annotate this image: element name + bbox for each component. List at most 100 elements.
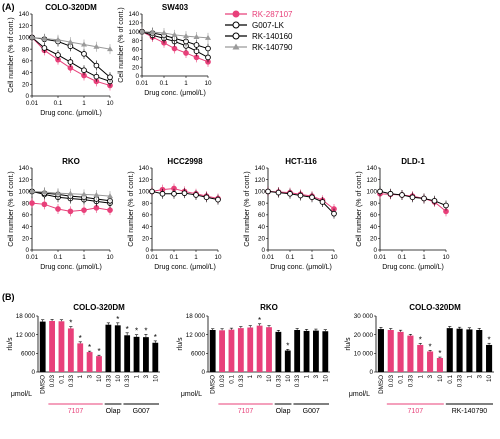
group-label: RK-140790 <box>452 408 488 415</box>
y-tick-label: 20 000 <box>354 332 374 339</box>
line-chart-rko: RKO 0 20 40 60 80 100 120 140 0.01 0.1 1 10 Drug conc… <box>8 157 114 271</box>
y-tick-label: 120 <box>18 23 29 30</box>
bar <box>86 352 93 372</box>
bar <box>417 344 424 372</box>
y-tick-label: 140 <box>18 165 29 172</box>
y-tick-label: 0 <box>145 247 149 254</box>
significance-star: * <box>429 342 432 351</box>
x-tick-label: 1 <box>310 254 314 261</box>
series-rk-140790 <box>29 32 113 55</box>
y-tick-label: 60 <box>142 212 150 219</box>
y-tick-label: 40 <box>22 224 30 231</box>
legend-label: RK-140790 <box>252 43 293 52</box>
y-tick-label: 20 <box>142 235 150 242</box>
data-point <box>183 50 189 56</box>
y-tick-label: 10 000 <box>354 351 374 358</box>
data-point <box>41 45 48 51</box>
bar <box>133 336 140 372</box>
category-label: 10 <box>486 375 493 383</box>
category-label: 0.1 <box>447 375 454 384</box>
data-point <box>93 73 100 80</box>
data-point <box>29 200 35 206</box>
bar <box>486 344 493 372</box>
y-tick-label: 30 000 <box>354 313 374 320</box>
data-point <box>205 54 211 61</box>
x-tick-label: 0.1 <box>170 254 179 261</box>
bar <box>49 320 55 372</box>
data-point <box>81 50 87 57</box>
x-tick-label: 0.1 <box>54 100 63 107</box>
data-point <box>67 208 74 215</box>
data-point <box>149 29 156 35</box>
legend-marker <box>232 32 240 40</box>
panel-label-b: (B) <box>2 292 15 302</box>
category-label: 3 <box>427 375 434 379</box>
y-tick-label: 0 <box>369 369 373 376</box>
series-rk-287107 <box>265 186 337 214</box>
category-label: DMSO <box>40 375 47 394</box>
legend-marker <box>232 21 240 29</box>
category-label: 0.03 <box>388 375 395 388</box>
y-tick-label: 80 <box>132 38 140 45</box>
x-tick-label: 10 <box>442 254 450 261</box>
bar <box>266 327 272 372</box>
bar <box>209 330 216 372</box>
category-label: 1 <box>77 375 84 379</box>
significance-star: * <box>488 335 491 344</box>
category-label: 10 <box>152 375 159 383</box>
y-tick-label: 120 <box>254 177 265 184</box>
significance-star: * <box>88 343 91 352</box>
data-point <box>41 201 48 208</box>
y-axis-label: rlu/s <box>7 337 14 351</box>
x-tick-label: 10 <box>204 80 212 87</box>
category-label: 3 <box>476 375 483 379</box>
bar <box>377 329 384 372</box>
category-label: DMSO <box>210 375 217 394</box>
category-label: 0.33 <box>457 375 464 388</box>
bar <box>313 330 319 372</box>
data-point <box>431 197 438 204</box>
line-chart-colo-320dm: COLO-320DM 0 20 40 60 80 100 120 140 0.01 0.1 1 10 Dr… <box>8 3 114 117</box>
chart-title: HCT-116 <box>285 157 317 166</box>
x-tick-label: 1 <box>82 254 86 261</box>
x-axis-label: Drug conc. (μmol/L) <box>270 264 332 271</box>
data-point <box>287 190 293 197</box>
bar <box>228 329 235 372</box>
category-label: 0.33 <box>68 375 75 388</box>
x-tick-label: 0.1 <box>160 80 169 87</box>
significance-star: * <box>79 334 82 343</box>
y-tick-label: 140 <box>366 165 377 172</box>
x-tick-label: 0.01 <box>136 80 149 87</box>
data-point <box>107 74 113 81</box>
data-point <box>81 207 87 214</box>
bar <box>124 335 131 372</box>
chart-title: COLO-320DM <box>409 303 461 312</box>
y-tick-label: 100 <box>254 189 265 196</box>
y-tick-label: 140 <box>138 165 149 172</box>
data-point <box>275 189 282 196</box>
series-rk-140790 <box>139 26 211 43</box>
bar <box>67 328 74 372</box>
data-point <box>67 59 74 65</box>
group-label: 7107 <box>408 408 424 415</box>
data-point <box>171 45 178 52</box>
y-tick-label: 18 000 <box>186 313 206 320</box>
legend-marker <box>232 43 240 50</box>
y-tick-label: 140 <box>128 11 139 18</box>
y-tick-label: 100 <box>128 29 139 36</box>
data-point <box>203 194 210 201</box>
data-point <box>67 190 74 196</box>
bar <box>322 331 329 372</box>
x-tick-label: 1 <box>184 80 188 87</box>
category-label: 10 <box>285 375 292 383</box>
series-g007-lk <box>265 186 337 219</box>
y-tick-label: 120 <box>128 20 139 27</box>
bar <box>256 325 263 372</box>
data-point <box>387 190 394 197</box>
y-tick-label: 0 <box>201 369 205 376</box>
bar <box>303 330 310 372</box>
bar <box>427 351 434 372</box>
category-label: 3 <box>87 375 94 379</box>
y-tick-label: 0 <box>31 369 35 376</box>
